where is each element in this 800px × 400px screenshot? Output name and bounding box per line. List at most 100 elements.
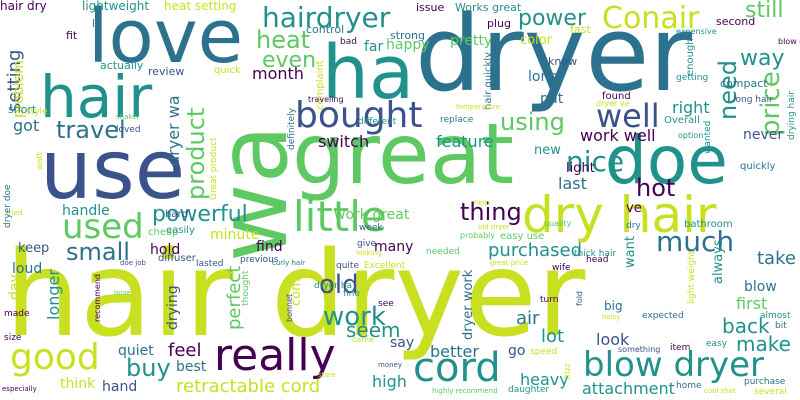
word-quality: quality xyxy=(544,219,572,228)
word-need: need xyxy=(714,60,742,120)
word-long-hair: long hair xyxy=(733,95,773,105)
word-last: last xyxy=(558,174,587,193)
word-give: give xyxy=(357,239,377,249)
word-speed: speed xyxy=(530,347,558,357)
word-easy-use: easy use xyxy=(500,231,545,242)
word-getting: getting xyxy=(676,73,709,83)
word-work-well: work well xyxy=(580,126,656,145)
word-daughter: daughter xyxy=(508,385,550,395)
word-think: think xyxy=(60,376,96,392)
word-handle: handle xyxy=(62,203,110,219)
word-expected: expected xyxy=(642,311,684,321)
word-dry-hair: dry hair xyxy=(522,186,717,244)
word-seem: seem xyxy=(346,318,401,342)
word-wife: wife xyxy=(552,263,571,273)
word-size: size xyxy=(4,333,22,343)
word-great-product: Great product xyxy=(209,137,219,200)
word-help: help xyxy=(474,199,490,207)
word-take: take xyxy=(757,248,796,269)
word-issue: issue xyxy=(416,1,445,14)
word-dryer-work: dryer work xyxy=(461,269,476,340)
word-air: air xyxy=(516,308,540,329)
word-much: much xyxy=(656,225,735,258)
word-best: best xyxy=(176,359,207,375)
word-look: look xyxy=(596,330,630,349)
word-cord: cord xyxy=(413,345,501,391)
word-well: well xyxy=(596,97,660,135)
word-really: really xyxy=(214,330,336,381)
word-head: head xyxy=(586,255,609,265)
word-probably: probably xyxy=(460,231,496,240)
word-way: way xyxy=(740,46,785,71)
word-put: put xyxy=(540,91,564,107)
word-diffuser: diffuser xyxy=(158,253,196,264)
word-plug: plug xyxy=(487,17,511,30)
word-thick-hair: thick hair xyxy=(574,249,617,259)
word-color: color xyxy=(520,33,553,48)
word-bit: bit xyxy=(775,321,787,331)
word-wish: wish xyxy=(309,325,330,335)
word-definitely: definitely xyxy=(287,107,297,150)
word-buy: buy xyxy=(126,354,171,382)
word-hairdryer: hairdryer xyxy=(262,1,391,34)
word-dry: dry xyxy=(626,221,641,231)
word-first: first xyxy=(736,294,768,313)
word-powerful: powerful xyxy=(152,202,248,227)
word-wanted: wanted xyxy=(703,120,713,154)
word-work: work xyxy=(323,302,386,332)
word-temperature: temperature xyxy=(456,103,500,111)
word-conair: Conair xyxy=(602,1,700,36)
word-shaker: shaker xyxy=(116,113,140,121)
word-doe-job: doe job xyxy=(120,259,146,267)
word-frizz: frizz xyxy=(563,363,572,380)
word-dryer-ha: dryer ha xyxy=(314,281,353,291)
word-retractable-cord: retractable cord xyxy=(176,376,321,397)
word-item: item xyxy=(670,343,691,353)
word-needed: needed xyxy=(426,247,460,257)
word-hair-dry: hair dry xyxy=(0,0,47,13)
word-money: money xyxy=(378,361,402,369)
word-drying: drying xyxy=(165,285,181,330)
word-far: far xyxy=(364,39,384,55)
word-control: control xyxy=(306,23,345,36)
word-nose: nose xyxy=(114,289,131,297)
word-found: found xyxy=(602,91,631,102)
word-option: option xyxy=(678,131,704,140)
word-great: great xyxy=(292,105,515,203)
word-second: second xyxy=(716,15,756,28)
word-high: high xyxy=(372,372,407,391)
word-know: know xyxy=(548,55,578,68)
word-little: little xyxy=(293,192,387,241)
word-fit: fit xyxy=(66,29,78,42)
word-better: better xyxy=(430,342,479,361)
word-month: month xyxy=(252,64,304,83)
word-previous: previous xyxy=(240,255,279,265)
word-good: good xyxy=(10,337,100,378)
word-highly-recommend: highly recommend xyxy=(432,387,498,395)
word-quickly: quickly xyxy=(740,161,776,172)
word-used: used xyxy=(62,207,144,247)
word-long: long xyxy=(528,69,559,85)
word-old-dryer: old dryer xyxy=(478,223,510,231)
word-say: say xyxy=(390,335,415,351)
word-strong: strong xyxy=(390,29,426,42)
word-feature: feature xyxy=(436,132,494,151)
word-great-price: great price xyxy=(490,259,529,267)
word-expensive: expensive xyxy=(676,27,717,36)
word-quick: quick xyxy=(214,65,241,76)
word-compact: compact xyxy=(720,77,768,90)
word-want: want xyxy=(623,236,638,268)
word-noisy: noisy xyxy=(602,313,621,321)
word-day: day xyxy=(7,274,23,300)
word-never: never xyxy=(743,127,784,143)
word-find: find xyxy=(256,239,283,255)
word-new: new xyxy=(534,143,561,158)
word-style: style xyxy=(26,107,48,117)
word-got: got xyxy=(13,116,40,135)
word-le: le xyxy=(92,17,102,30)
word-bathroom: bathroom xyxy=(684,219,733,230)
word-hair: hair xyxy=(40,63,153,131)
word-ha: ha xyxy=(322,30,415,116)
word-happy: happy xyxy=(386,37,430,53)
